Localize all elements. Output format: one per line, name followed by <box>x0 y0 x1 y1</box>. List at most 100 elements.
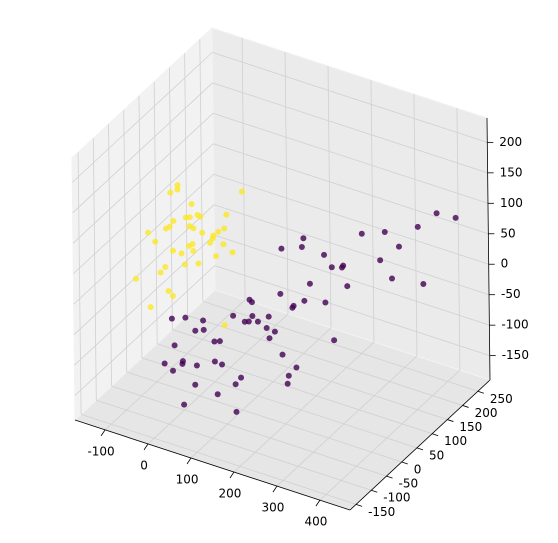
point <box>219 361 226 368</box>
grid-line <box>72 113 214 244</box>
point <box>212 253 219 260</box>
point <box>182 261 189 268</box>
point <box>278 245 285 252</box>
point <box>328 264 335 271</box>
grid-line <box>147 313 289 445</box>
tick-mark <box>401 461 408 465</box>
point <box>414 223 421 230</box>
point <box>223 211 230 218</box>
z-tick-label: -150 <box>502 348 529 362</box>
point <box>165 287 172 294</box>
point <box>322 299 329 306</box>
point <box>279 351 286 358</box>
point <box>178 250 185 257</box>
point <box>271 328 278 335</box>
grid-line <box>319 369 461 501</box>
tick-mark <box>386 475 393 479</box>
point <box>174 182 181 189</box>
point <box>263 325 270 332</box>
grid-line <box>212 112 489 204</box>
point <box>193 362 200 369</box>
grid-line <box>190 327 332 459</box>
point <box>289 304 296 311</box>
grid-line <box>72 52 213 183</box>
grid-line <box>72 82 213 214</box>
grid-line <box>212 82 488 174</box>
grid-line <box>212 51 488 143</box>
grid-line <box>370 80 375 343</box>
y-tick-label: 0 <box>414 462 422 476</box>
tick-mark <box>143 443 149 451</box>
point <box>207 239 214 246</box>
point <box>245 318 252 325</box>
point <box>163 225 170 232</box>
point <box>192 327 199 334</box>
grid-line <box>456 108 461 371</box>
point <box>167 189 174 196</box>
grid-line <box>126 371 402 463</box>
tick-mark <box>355 503 363 507</box>
grid-line <box>276 355 418 487</box>
point <box>265 313 272 320</box>
tick-mark <box>432 433 439 437</box>
x-axis-line <box>74 419 351 511</box>
grid-line <box>168 67 173 330</box>
point <box>174 186 181 193</box>
point <box>186 214 193 221</box>
grid-line <box>92 138 97 401</box>
grid-line <box>187 315 463 406</box>
y-tick-label: -150 <box>368 505 395 519</box>
grid-line <box>199 39 204 302</box>
point <box>171 342 178 349</box>
point <box>190 247 197 254</box>
tick-mark <box>477 390 484 394</box>
point <box>168 315 175 322</box>
point <box>192 381 199 388</box>
grid-line <box>284 51 289 314</box>
point <box>200 326 207 333</box>
point <box>215 228 222 235</box>
point <box>199 229 206 236</box>
point <box>249 312 256 319</box>
grid-line <box>111 385 387 477</box>
point <box>420 280 427 287</box>
point <box>388 275 395 282</box>
point <box>161 360 168 367</box>
point <box>321 251 328 258</box>
x-tick-label: -100 <box>87 444 114 458</box>
grid-line <box>77 152 82 415</box>
point <box>221 322 228 329</box>
point <box>216 338 223 345</box>
z-tick-label: 0 <box>501 257 509 271</box>
z-tick-label: 200 <box>499 135 522 149</box>
point <box>214 391 221 398</box>
point <box>211 338 218 345</box>
point <box>220 241 227 248</box>
point <box>377 257 384 264</box>
point <box>162 263 169 270</box>
z-tick-label: -100 <box>501 318 528 332</box>
point <box>246 296 253 303</box>
y-axis-line <box>349 379 491 511</box>
point <box>147 304 154 311</box>
point <box>169 247 176 254</box>
tick-mark <box>100 429 106 437</box>
point <box>298 243 305 250</box>
point <box>229 249 236 256</box>
point <box>145 229 152 236</box>
tick-mark <box>229 471 235 479</box>
grid-line <box>213 204 490 296</box>
point <box>293 364 300 371</box>
point <box>331 337 338 344</box>
grid-line <box>73 143 214 275</box>
z-tick-label: 150 <box>500 165 523 179</box>
grid-line <box>184 53 189 316</box>
point <box>186 223 193 230</box>
point <box>170 367 177 374</box>
grid-line <box>153 81 158 344</box>
tick-mark <box>416 447 424 451</box>
grid-line <box>141 357 418 449</box>
z-tick-label: 50 <box>500 226 515 240</box>
grid-line <box>214 265 490 357</box>
